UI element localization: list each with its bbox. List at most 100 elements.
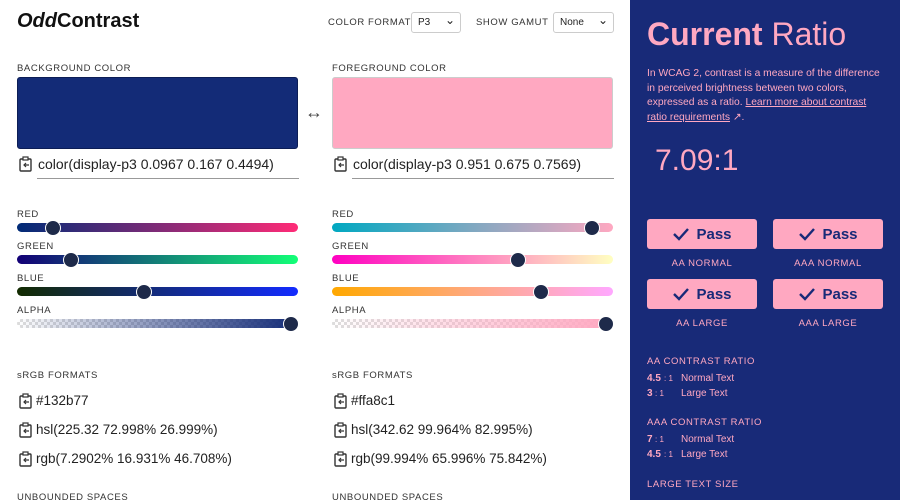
slider-label: ALPHA bbox=[17, 305, 52, 316]
copy-icon[interactable] bbox=[333, 156, 349, 172]
slider-gradient bbox=[17, 319, 298, 328]
show-gamut-label: SHOW GAMUT bbox=[476, 17, 549, 28]
row-unit: : 1 bbox=[664, 450, 673, 459]
slider-thumb[interactable] bbox=[597, 316, 614, 332]
check-label: AAA LARGE bbox=[798, 318, 858, 329]
copy-glyph bbox=[334, 451, 347, 467]
slider-gradient bbox=[17, 223, 298, 232]
slider-label: BLUE bbox=[17, 273, 45, 284]
copy-icon[interactable] bbox=[18, 422, 34, 438]
slider-gradient bbox=[332, 319, 613, 328]
row-unit: : 1 bbox=[655, 435, 664, 444]
row-unit: : 1 bbox=[655, 389, 664, 398]
copy-icon[interactable] bbox=[18, 451, 34, 467]
swap-button[interactable]: ↔ bbox=[305, 102, 323, 122]
formats-title: sRGB FORMATS bbox=[17, 370, 98, 381]
copy-glyph bbox=[334, 422, 347, 438]
description: In WCAG 2, contrast is a measure of the … bbox=[647, 68, 880, 123]
slider-gradient bbox=[332, 287, 613, 296]
copy-icon[interactable] bbox=[18, 393, 34, 409]
color-input[interactable]: color(display-p3 0.0967 0.167 0.4494) bbox=[38, 156, 274, 172]
ratio-panel: Current Ratio In WCAG 2, contrast is a m… bbox=[630, 0, 900, 500]
slider-track[interactable] bbox=[332, 316, 614, 332]
slider-label: BLUE bbox=[332, 273, 360, 284]
format-value: hsl(342.62 99.964% 82.995%) bbox=[351, 422, 533, 437]
slider-label: GREEN bbox=[332, 241, 369, 252]
copy-glyph bbox=[19, 422, 32, 438]
check-icon bbox=[673, 228, 690, 241]
format-value: hsl(225.32 72.998% 26.999%) bbox=[36, 422, 218, 437]
copy-icon[interactable] bbox=[333, 393, 349, 409]
slider-label: GREEN bbox=[17, 241, 54, 252]
slider-track[interactable] bbox=[332, 220, 613, 236]
check-label: AA NORMAL bbox=[671, 258, 733, 269]
color-format-label: COLOR FORMAT bbox=[328, 17, 412, 28]
input-underline bbox=[37, 178, 299, 179]
color-label: FOREGROUND COLOR bbox=[332, 63, 447, 74]
unbounded-title: UNBOUNDED SPACES bbox=[332, 492, 444, 500]
copy-glyph bbox=[334, 156, 347, 172]
color-input[interactable]: color(display-p3 0.951 0.675 0.7569) bbox=[353, 156, 582, 172]
logo-contrast: Contrast bbox=[57, 10, 140, 32]
format-value: #132b77 bbox=[36, 393, 89, 408]
section-title: AA CONTRAST RATIO bbox=[647, 356, 756, 367]
format-value: rgb(7.2902% 16.931% 46.708%) bbox=[36, 451, 232, 466]
show-gamut-select[interactable]: None bbox=[553, 12, 614, 33]
slider-thumb[interactable] bbox=[583, 220, 600, 236]
pass-badge: Pass bbox=[647, 219, 757, 249]
copy-glyph bbox=[19, 156, 32, 172]
formats-title: sRGB FORMATS bbox=[332, 370, 413, 381]
slider-gradient bbox=[17, 287, 298, 296]
slider-track[interactable] bbox=[332, 284, 613, 300]
panel-title: Current Ratio bbox=[647, 16, 846, 53]
slider-track[interactable] bbox=[17, 252, 298, 268]
copy-icon[interactable] bbox=[333, 422, 349, 438]
slider-thumb[interactable] bbox=[532, 284, 549, 300]
slider-thumb[interactable] bbox=[510, 252, 527, 268]
row-ratio: 4.5 bbox=[647, 449, 661, 460]
format-value: #ffa8c1 bbox=[351, 393, 396, 408]
slider-label: ALPHA bbox=[332, 305, 367, 316]
slider-thumb[interactable] bbox=[63, 252, 80, 268]
color-format-select[interactable]: P3 bbox=[411, 12, 461, 33]
learn-more-link[interactable]: Learn more about contrast ratio requirem… bbox=[647, 97, 867, 123]
check-label: AAA NORMAL bbox=[794, 258, 862, 269]
slider-thumb[interactable] bbox=[45, 220, 62, 236]
slider-thumb[interactable] bbox=[136, 284, 153, 300]
copy-glyph bbox=[19, 451, 32, 467]
slider-track[interactable] bbox=[17, 220, 298, 236]
pass-badge: Pass bbox=[773, 279, 883, 309]
pass-text: Pass bbox=[696, 285, 732, 303]
pass-text: Pass bbox=[696, 225, 732, 243]
title-bold: Current bbox=[647, 16, 763, 52]
color-swatch bbox=[17, 77, 298, 149]
logo-odd: Odd bbox=[17, 10, 57, 32]
unbounded-title: UNBOUNDED SPACES bbox=[17, 492, 129, 500]
pass-text: Pass bbox=[822, 285, 858, 303]
copy-icon[interactable] bbox=[333, 451, 349, 467]
format-value: rgb(99.994% 65.996% 75.842%) bbox=[351, 451, 547, 466]
color-swatch bbox=[332, 77, 613, 149]
check-icon bbox=[799, 228, 816, 241]
section-title: LARGE TEXT SIZE bbox=[647, 479, 739, 490]
check-label: AA LARGE bbox=[676, 318, 728, 329]
slider-track[interactable] bbox=[332, 252, 613, 268]
row-label: Normal Text bbox=[681, 373, 735, 384]
pass-text: Pass bbox=[822, 225, 858, 243]
logo[interactable]: OddContrast bbox=[17, 10, 139, 33]
slider-gradient bbox=[332, 223, 613, 232]
slider-thumb[interactable] bbox=[282, 316, 299, 332]
slider-gradient bbox=[17, 255, 298, 264]
description-end: . bbox=[741, 111, 745, 123]
slider-label: RED bbox=[332, 209, 354, 220]
copy-icon[interactable] bbox=[18, 156, 34, 172]
copy-glyph bbox=[19, 393, 32, 409]
slider-track[interactable] bbox=[17, 316, 299, 332]
check-icon bbox=[799, 288, 816, 301]
row-label: Large Text bbox=[681, 388, 728, 399]
slider-track[interactable] bbox=[17, 284, 298, 300]
pass-badge: Pass bbox=[647, 279, 757, 309]
